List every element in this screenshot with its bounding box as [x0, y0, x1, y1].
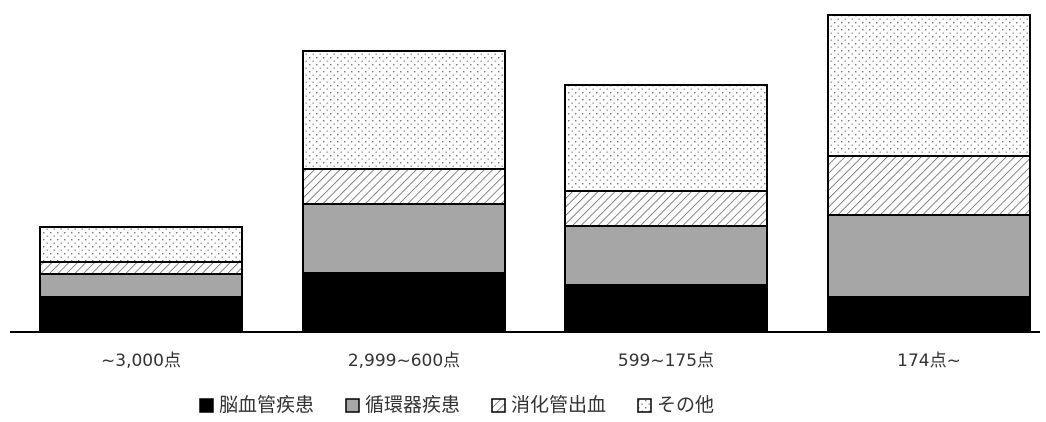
bar-segment-3-series-3 — [564, 190, 768, 227]
x-tick-label: 2,999~600点 — [348, 351, 460, 371]
bar-segment-4-series-2 — [827, 214, 1031, 298]
bar-segment-3-series-4 — [564, 84, 768, 192]
bar-segment-4-series-3 — [827, 155, 1031, 216]
legend-label-1: 脳血管疾患 — [219, 394, 314, 416]
legend-swatch-1 — [199, 398, 214, 413]
x-tick-labels: ~3,000点 2,999~600点 599~175点 174点~ — [101, 351, 961, 371]
bar-segment-3-series-1 — [564, 284, 768, 333]
bar-segment-1-series-1 — [39, 296, 243, 333]
x-tick-label: 174点~ — [897, 351, 961, 371]
x-tick-label: 599~175点 — [618, 351, 714, 371]
legend-swatch-4 — [637, 398, 652, 413]
bar-segment-2-series-4 — [302, 50, 506, 170]
bars-layer — [39, 14, 1031, 333]
bar-segment-1-series-4 — [39, 226, 243, 263]
legend: 脳血管疾患 循環器疾患 消化管出血 その他 — [199, 394, 714, 416]
bar-segment-2-series-2 — [302, 203, 506, 274]
bar-segment-2-series-1 — [302, 272, 506, 333]
bar-segment-2-series-3 — [302, 168, 506, 205]
bar-segment-1-series-3 — [39, 261, 243, 275]
legend-label-4: その他 — [657, 394, 714, 416]
bar-segment-4-series-4 — [827, 14, 1031, 157]
legend-label-3: 消化管出血 — [511, 394, 606, 416]
bar-segment-1-series-2 — [39, 273, 243, 298]
legend-swatch-2 — [345, 398, 360, 413]
bar-segment-3-series-2 — [564, 225, 768, 286]
x-tick-label: ~3,000点 — [101, 351, 181, 371]
bar-segment-4-series-1 — [827, 296, 1031, 333]
legend-label-2: 循環器疾患 — [365, 394, 460, 416]
legend-swatch-3 — [491, 398, 506, 413]
